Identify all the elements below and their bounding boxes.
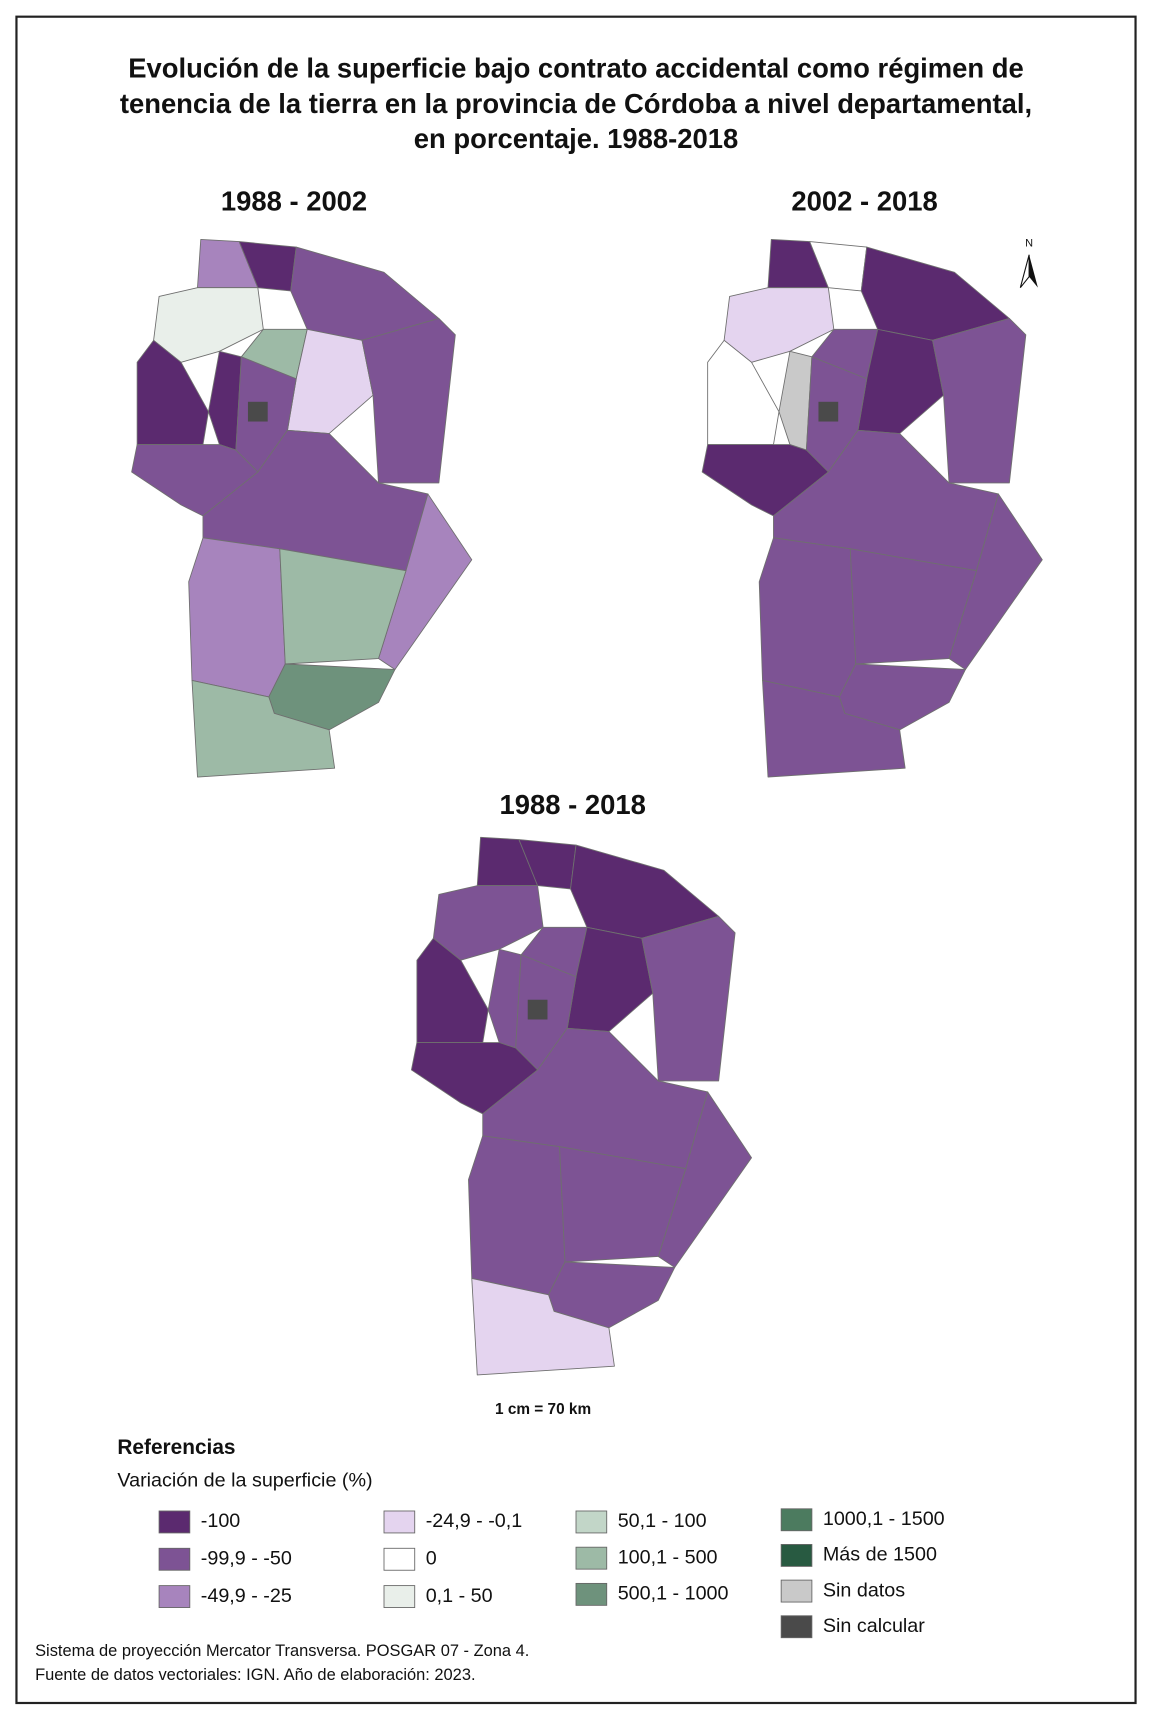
legend-label: 500,1 - 1000 (618, 1583, 729, 1605)
legend-swatch (158, 1547, 191, 1571)
footer-line: Sistema de proyección Mercator Transvers… (35, 1642, 529, 1660)
legend-swatch (780, 1508, 813, 1532)
department (948, 493, 1043, 670)
capital (818, 401, 839, 422)
department (849, 548, 977, 665)
department (932, 317, 1027, 484)
map-title: 1988 - 2018 (500, 789, 646, 820)
legend-swatch (575, 1582, 608, 1606)
legend-label: 100,1 - 500 (618, 1546, 718, 1568)
legend: -100 -99,9 - -50 -49,9 - -25 -24,9 - -0,1 0 0… (158, 1508, 945, 1639)
map-title: 1988 - 2002 (221, 185, 367, 216)
legend-swatch (158, 1585, 191, 1608)
legend-label: Sin datos (823, 1579, 905, 1601)
legend-swatch (575, 1510, 608, 1534)
scale: 1 cm = 70 km (495, 1401, 591, 1418)
province-map (410, 836, 752, 1376)
legend-swatch (780, 1544, 813, 1567)
department (559, 1146, 687, 1263)
department (361, 317, 456, 484)
legend-swatch (780, 1615, 813, 1639)
north-label: N (1025, 238, 1033, 250)
legend-swatch (158, 1510, 191, 1534)
legend-label: -99,9 - -50 (201, 1547, 292, 1569)
legend-label: 1000,1 - 1500 (823, 1508, 945, 1530)
department (641, 915, 736, 1082)
legend-swatch (383, 1585, 416, 1608)
province-map (701, 238, 1043, 778)
legend-label: 50,1 - 100 (618, 1510, 707, 1532)
province-map (131, 238, 473, 778)
maps (131, 238, 1043, 1376)
legend-label: -24,9 - -0,1 (426, 1510, 523, 1532)
department (468, 1135, 566, 1296)
department (279, 548, 407, 665)
legend-swatch (383, 1547, 416, 1571)
legend-swatch (575, 1546, 608, 1570)
legend-swatch (780, 1579, 813, 1603)
title-line: tenencia de la tierra en la provincia de… (120, 88, 1032, 119)
department (758, 537, 857, 698)
legend-subtitle: Variación de la superficie (%) (117, 1470, 372, 1492)
department (191, 680, 336, 778)
legend-label: Más de 1500 (823, 1544, 937, 1566)
department (657, 1091, 752, 1268)
department (471, 1277, 615, 1376)
map-title: 2002 - 2018 (791, 185, 937, 216)
department (378, 493, 473, 670)
legend-title: Referencias (117, 1436, 235, 1459)
title-line: en porcentaje. 1988-2018 (414, 123, 739, 154)
footer-line: Fuente de datos vectoriales: IGN. Año de… (35, 1666, 475, 1684)
department (762, 680, 906, 778)
legend-label: 0 (426, 1547, 437, 1569)
legend-label: Sin calcular (823, 1615, 925, 1637)
department (188, 537, 286, 698)
legend-label: -49,9 - -25 (201, 1585, 292, 1607)
capital (247, 401, 268, 422)
title-line: Evolución de la superficie bajo contrato… (128, 53, 1024, 84)
capital (527, 999, 548, 1020)
legend-label: -100 (201, 1510, 241, 1532)
legend-label: 0,1 - 50 (426, 1585, 493, 1607)
legend-swatch (383, 1510, 416, 1534)
